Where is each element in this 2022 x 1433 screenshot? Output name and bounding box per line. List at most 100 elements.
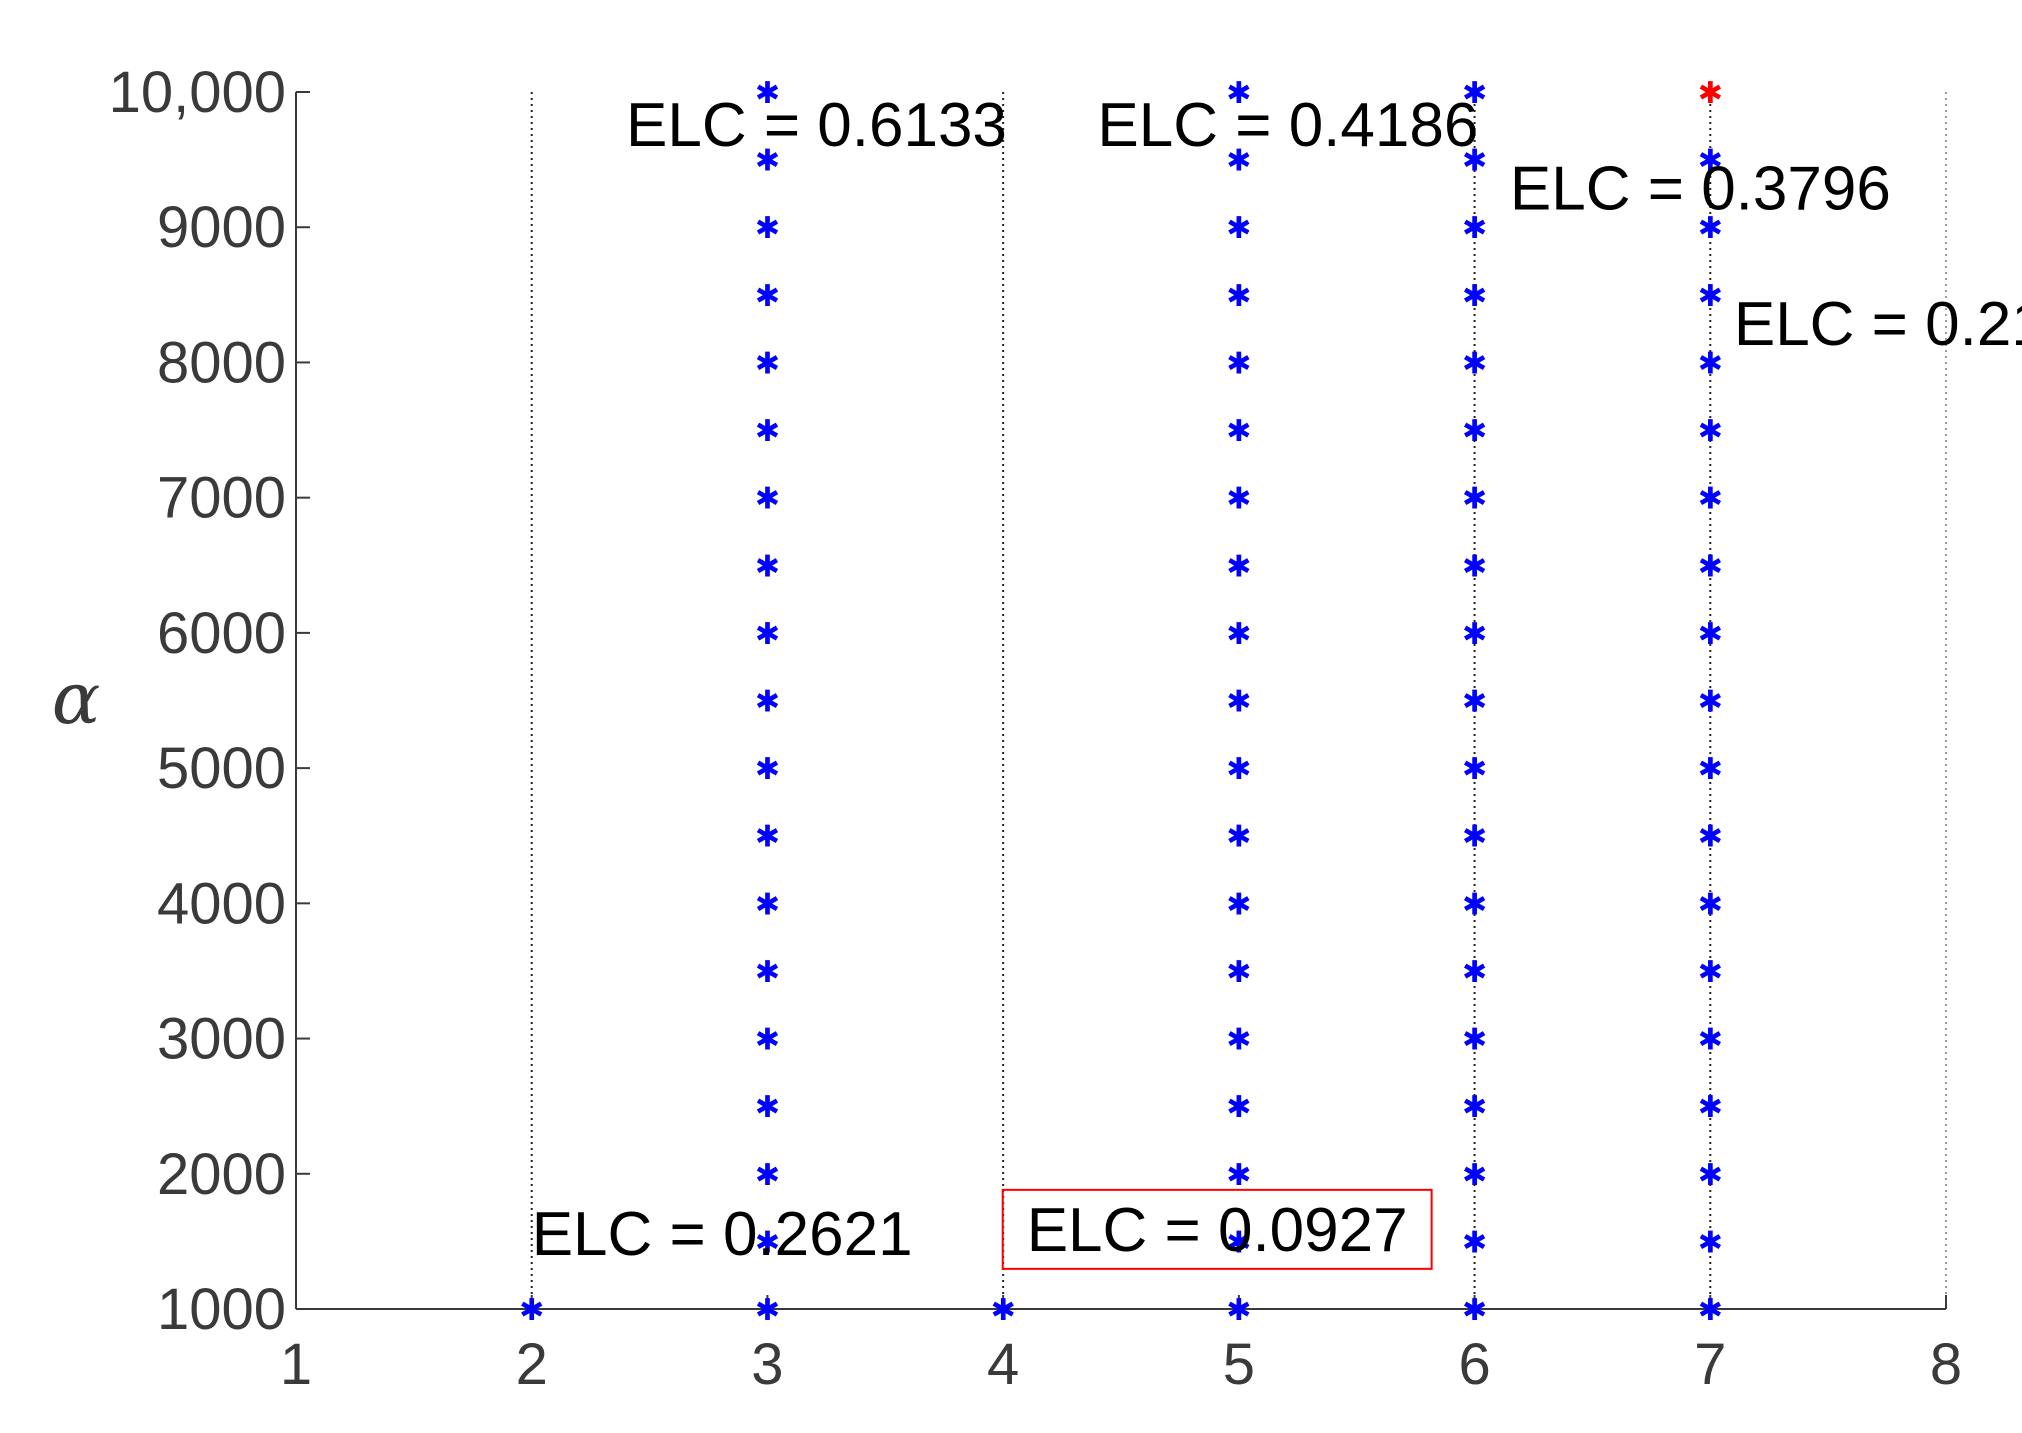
data-point-x5-y8000: ✱ bbox=[1226, 346, 1251, 381]
data-point-x5-y9500: ✱ bbox=[1226, 144, 1251, 179]
data-point-x3-y2000: ✱ bbox=[755, 1158, 780, 1193]
data-point-x7-y8000: ✱ bbox=[1698, 346, 1723, 381]
y-tick-label-6000: 6000 bbox=[157, 601, 286, 666]
data-point-x3-y8000: ✱ bbox=[755, 346, 780, 381]
x-tick-label-2: 2 bbox=[516, 1332, 548, 1397]
data-point-x3-y3000: ✱ bbox=[755, 1023, 780, 1058]
data-point-x3-y4500: ✱ bbox=[755, 820, 780, 855]
data-point-x3-y7500: ✱ bbox=[755, 414, 780, 449]
axes bbox=[295, 92, 1946, 1310]
data-point-x3-y7000: ✱ bbox=[755, 482, 780, 517]
annotation-highlight-box bbox=[1001, 1188, 1433, 1270]
data-point-x7-y2000: ✱ bbox=[1698, 1158, 1723, 1193]
data-point-x3-y4000: ✱ bbox=[755, 887, 780, 922]
y-tick-label-4000: 4000 bbox=[157, 871, 286, 936]
data-point-x6-y6500: ✱ bbox=[1462, 549, 1487, 584]
annotation-1: ELC = 0.6133 bbox=[626, 91, 1007, 160]
data-point-x5-y7500: ✱ bbox=[1226, 414, 1251, 449]
data-point-x7-y5000: ✱ bbox=[1698, 752, 1723, 787]
data-point-x6-y9500: ✱ bbox=[1462, 144, 1487, 179]
data-point-x5-y10000: ✱ bbox=[1226, 76, 1251, 111]
data-point-x6-y6000: ✱ bbox=[1462, 617, 1487, 652]
data-point-x3-y9000: ✱ bbox=[755, 211, 780, 246]
data-point-x6-y4500: ✱ bbox=[1462, 820, 1487, 855]
x-tick-label-7: 7 bbox=[1694, 1332, 1726, 1397]
x-tick-label-1: 1 bbox=[280, 1332, 312, 1397]
data-point-x5-y2000: ✱ bbox=[1226, 1158, 1251, 1193]
annotation-3: ELC = 0.3796 bbox=[1510, 155, 1891, 224]
data-point-x6-y7500: ✱ bbox=[1462, 414, 1487, 449]
data-point-x5-y6500: ✱ bbox=[1226, 549, 1251, 584]
data-point-x6-y9000: ✱ bbox=[1462, 211, 1487, 246]
y-tick-label-8000: 8000 bbox=[157, 330, 286, 395]
y-tick-label-3000: 3000 bbox=[157, 1007, 286, 1072]
data-point-x3-y1500: ✱ bbox=[755, 1225, 780, 1260]
data-point-x5-y7000: ✱ bbox=[1226, 482, 1251, 517]
data-point-x5-y1000: ✱ bbox=[1226, 1293, 1251, 1328]
ticks: 1 2 3 4 5 6 7 8 1000 2000 3000 4000 5000 6000 7000 8000… bbox=[109, 60, 1963, 1397]
data-point-x5-y3000: ✱ bbox=[1226, 1023, 1251, 1058]
data-point-x5-y6000: ✱ bbox=[1226, 617, 1251, 652]
data-point-x6-y3500: ✱ bbox=[1462, 955, 1487, 990]
data-point-x5-y5000: ✱ bbox=[1226, 752, 1251, 787]
annotations: ELC = 0.6133 ELC = 0.4186 ELC = 0.3796 ELC … bbox=[532, 91, 2022, 1270]
data-point-x5-y5500: ✱ bbox=[1226, 685, 1251, 720]
x-tick-label-8: 8 bbox=[1930, 1332, 1962, 1397]
y-tick-label-9000: 9000 bbox=[157, 195, 286, 260]
y-tick-label-5000: 5000 bbox=[157, 736, 286, 801]
data-point-x6-y7000: ✱ bbox=[1462, 482, 1487, 517]
data-point-x3-y8500: ✱ bbox=[755, 279, 780, 314]
data-point-x6-y2000: ✱ bbox=[1462, 1158, 1487, 1193]
data-point-x3-y3500: ✱ bbox=[755, 955, 780, 990]
data-point-x6-y5500: ✱ bbox=[1462, 685, 1487, 720]
data-point-x5-y4000: ✱ bbox=[1226, 887, 1251, 922]
data-point-x3-y1000: ✱ bbox=[755, 1293, 780, 1328]
annotation-5: ELC = 0.2621 bbox=[532, 1200, 913, 1269]
y-tick-label-1000: 1000 bbox=[157, 1277, 286, 1342]
y-tick-label-10000: 10,000 bbox=[109, 60, 286, 125]
data-point-x3-y5000: ✱ bbox=[755, 752, 780, 787]
data-point-x7-y9000: ✱ bbox=[1698, 211, 1723, 246]
data-point-x3-y10000: ✱ bbox=[755, 76, 780, 111]
data-point-x5-y1500: ✱ bbox=[1226, 1225, 1251, 1260]
data-points: ✱ ✱ ✱ ✱ ✱ ✱ ✱ ✱ ✱ ✱ ✱ ✱ ✱ ✱ ✱ ✱ ✱ ✱ ✱ ✱ ✱ ✱ ✱ ✱ ✱ ✱ ✱ ✱ ✱ ✱ ✱ ✱ ✱ ✱ ✱ ✱ ✱ ✱ ✱ ✱… bbox=[519, 76, 1723, 1328]
data-point-x4-y1000: ✱ bbox=[991, 1293, 1016, 1328]
data-point-x7-y2500: ✱ bbox=[1698, 1090, 1723, 1125]
data-point-x7-y4500: ✱ bbox=[1698, 820, 1723, 855]
data-point-x7-y7500: ✱ bbox=[1698, 414, 1723, 449]
data-point-x7-y8500: ✱ bbox=[1698, 279, 1723, 314]
data-point-x6-y1500: ✱ bbox=[1462, 1225, 1487, 1260]
data-point-x6-y10000: ✱ bbox=[1462, 76, 1487, 111]
data-point-x6-y5000: ✱ bbox=[1462, 752, 1487, 787]
data-point-x7-y9500: ✱ bbox=[1698, 144, 1723, 179]
data-point-x3-y5500: ✱ bbox=[755, 685, 780, 720]
data-point-x6-y1000: ✱ bbox=[1462, 1293, 1487, 1328]
data-point-x6-y3000: ✱ bbox=[1462, 1023, 1487, 1058]
x-tick-label-6: 6 bbox=[1458, 1332, 1490, 1397]
data-point-x7-y1500: ✱ bbox=[1698, 1225, 1723, 1260]
data-point-x2-y1000: ✱ bbox=[519, 1293, 544, 1328]
data-point-x5-y2500: ✱ bbox=[1226, 1090, 1251, 1125]
data-point-x6-y4000: ✱ bbox=[1462, 887, 1487, 922]
data-point-x6-y8000: ✱ bbox=[1462, 346, 1487, 381]
data-point-x7-y3000: ✱ bbox=[1698, 1023, 1723, 1058]
y-axis-label: α bbox=[52, 656, 101, 740]
data-point-x7-y4000: ✱ bbox=[1698, 887, 1723, 922]
y-tick-label-2000: 2000 bbox=[157, 1142, 286, 1207]
x-tick-label-4: 4 bbox=[987, 1332, 1019, 1397]
data-point-x5-y4500: ✱ bbox=[1226, 820, 1251, 855]
data-point-x7-y7000: ✱ bbox=[1698, 482, 1723, 517]
data-point-x7-y5500: ✱ bbox=[1698, 685, 1723, 720]
data-point-x5-y9000: ✱ bbox=[1226, 211, 1251, 246]
data-point-x6-y2500: ✱ bbox=[1462, 1090, 1487, 1125]
y-tick-label-7000: 7000 bbox=[157, 466, 286, 531]
data-point-x7-y6000: ✱ bbox=[1698, 617, 1723, 652]
data-point-x3-y6500: ✱ bbox=[755, 549, 780, 584]
highlight-point-x7-y10000: ✱ bbox=[1698, 76, 1723, 111]
annotation-2: ELC = 0.4186 bbox=[1097, 91, 1478, 160]
data-point-x7-y1000: ✱ bbox=[1698, 1293, 1723, 1328]
data-point-x7-y6500: ✱ bbox=[1698, 549, 1723, 584]
data-point-x5-y3500: ✱ bbox=[1226, 955, 1251, 990]
x-tick-label-3: 3 bbox=[751, 1332, 783, 1397]
